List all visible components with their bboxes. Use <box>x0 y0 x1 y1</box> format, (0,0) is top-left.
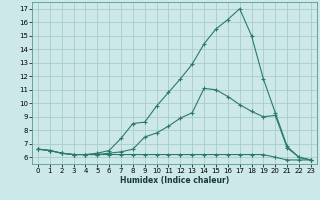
X-axis label: Humidex (Indice chaleur): Humidex (Indice chaleur) <box>120 176 229 185</box>
